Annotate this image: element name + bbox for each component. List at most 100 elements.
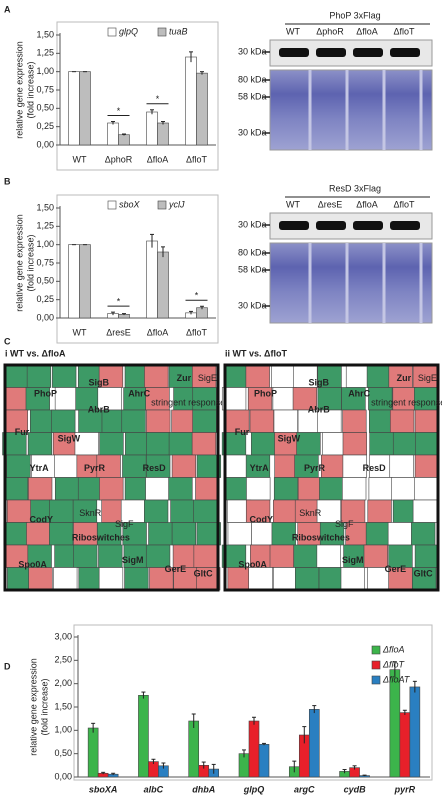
treemap-cell [193,499,218,523]
legend-label: ΔfloAT [382,674,411,684]
bar [107,122,119,146]
regulon-label: ResD [363,463,387,473]
legend-label: glpQ [119,26,138,36]
lane-label: ΔfloT [393,199,415,209]
x-tick-label: WT [73,327,87,337]
treemap-cell [28,567,53,591]
treemap-cell [224,454,249,478]
treemap-cell [248,567,273,591]
x-tick-label: ΔresE [106,327,131,337]
regulon-label: SigW [278,434,301,444]
y-tick-label: 0,50 [54,748,72,758]
treemap-cell [26,364,52,388]
lane-label: ΔfloA [356,199,378,209]
treemap-cell [125,432,150,456]
treemap-cell [146,409,171,433]
treemap-cell [369,432,394,456]
regulon-label: Spo0A [238,560,267,570]
treemap-cell [98,544,123,568]
y-tick-label: 1,00 [36,239,54,249]
treemap-cell [227,522,252,546]
treemap-cell [271,364,296,388]
y-axis-label: (fold increase) [25,61,35,118]
panel-label: A [4,4,11,14]
legend-swatch [371,645,381,655]
regulon-label: AhrC [128,389,150,399]
y-tick-label: 2,50 [54,655,72,665]
x-tick-label: ΔfloT [186,327,208,337]
treemap-cell [51,409,76,433]
chart-frame [73,624,433,781]
legend-label: tuaB [169,26,188,36]
marker-label: 30 kDa [238,219,267,229]
treemap-cell [366,364,392,388]
legend-swatch [157,27,167,37]
treemap-cell [99,477,124,501]
y-axis-label: (fold increase) [25,234,35,291]
regulon-label: Zur [397,373,412,383]
legend-label: ΔfloT [382,659,406,669]
bar [138,695,149,778]
treemap-cell [316,544,341,568]
gel [269,242,433,324]
y-tick-label: 3,00 [54,631,72,641]
blot-band [316,48,346,57]
legend-label: ΔfloA [382,644,405,654]
regulon-label: Riboswitches [72,533,130,543]
treemap-cell [28,477,53,501]
x-tick-label: argC [294,784,315,794]
bar [68,71,80,146]
bar [146,111,158,146]
treemap-title: i WT vs. ΔfloA [5,348,66,358]
regulon-label: SigM [122,555,144,565]
treemap-cell [54,387,80,411]
x-tick-label: ΔfloA [147,154,169,164]
treemap-cell [411,522,436,546]
regulon-label: SknR [79,508,102,518]
regulon-label: SknR [299,508,322,518]
treemap-cell [121,409,146,433]
regulon-label: GltC [194,569,213,579]
treemap-cell [273,499,298,523]
x-tick-label: dhbA [192,784,215,794]
y-axis-label: (fold increase) [39,678,49,735]
regulon-label: SigF [115,519,134,529]
y-axis-label: relative gene expression [14,214,24,312]
x-tick-label: ΔfloA [147,327,169,337]
treemap-cell [251,432,276,456]
bar [196,307,208,319]
significance-star: * [156,94,160,104]
bar [389,669,401,778]
x-tick-label: pyrR [394,784,416,794]
treemap-cell [387,522,413,546]
y-tick-label: 0,75 [36,257,54,267]
treemap-cell [6,499,32,523]
legend-swatch [107,200,117,210]
treemap-cell [5,364,30,388]
treemap-cell [53,567,78,591]
regulon-label: SigB [88,377,109,387]
treemap-title: ii WT vs. ΔfloT [225,348,287,358]
treemap-cell [54,477,80,501]
bar [399,712,411,778]
treemap-cell [273,477,299,501]
legend-label: sboX [119,199,141,209]
treemap-cell [414,409,440,433]
y-tick-label: 0,00 [54,771,72,781]
lane-label: WT [286,26,300,36]
lane-label: ΔfloT [393,26,415,36]
y-tick-label: 0,75 [36,84,54,94]
treemap-cell [148,522,173,546]
marker-label: 58 kDa [238,91,267,101]
treemap-cell [273,409,298,433]
treemap-cell [146,432,171,456]
x-tick-label: albC [144,784,164,794]
treemap-cell [98,567,124,591]
treemap-cell [340,567,365,591]
treemap-cell [6,454,31,478]
treemap-cell [144,364,169,388]
treemap-cell [246,477,271,501]
y-axis-label: relative gene expression [28,658,38,756]
treemap-cell [269,544,294,568]
